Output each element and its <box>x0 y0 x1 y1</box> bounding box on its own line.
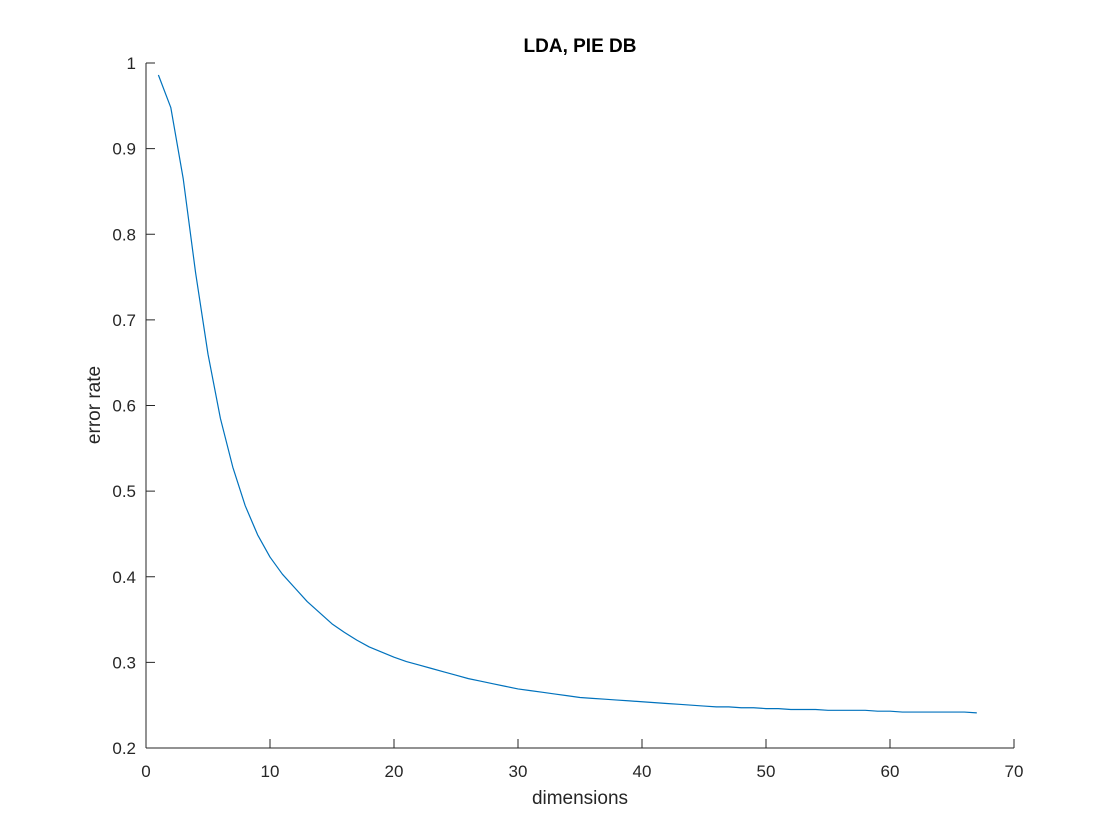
y-tick-label: 0.4 <box>112 568 136 587</box>
y-tick-label: 0.6 <box>112 397 136 416</box>
chart-title: LDA, PIE DB <box>524 36 637 57</box>
x-tick-label: 40 <box>633 762 652 781</box>
y-axis-label: error rate <box>84 366 105 444</box>
y-tick-label: 0.7 <box>112 311 136 330</box>
x-tick-label: 60 <box>881 762 900 781</box>
series-layer <box>157 74 977 714</box>
y-tick-label: 0.5 <box>112 482 136 501</box>
y-tick-label: 0.2 <box>112 739 136 758</box>
x-axis-label: dimensions <box>532 788 628 809</box>
series-line-0 <box>157 74 977 714</box>
y-tick-label: 0.8 <box>112 225 136 244</box>
x-tick-label: 10 <box>261 762 280 781</box>
y-tick-label: 1 <box>127 54 136 73</box>
x-tick-label: 30 <box>509 762 528 781</box>
x-ticks: 0 10 20 30 40 50 60 70 <box>141 739 1023 781</box>
y-tick-label: 0.3 <box>112 653 136 672</box>
x-tick-label: 20 <box>385 762 404 781</box>
x-tick-label: 0 <box>141 762 150 781</box>
y-tick-label: 0.9 <box>112 140 136 159</box>
x-tick-label: 50 <box>757 762 776 781</box>
x-tick-label: 70 <box>1005 762 1024 781</box>
plot-area <box>146 63 1014 748</box>
y-ticks: 0.2 0.3 0.4 0.5 0.6 0.7 0.8 0.9 1 <box>112 54 155 758</box>
